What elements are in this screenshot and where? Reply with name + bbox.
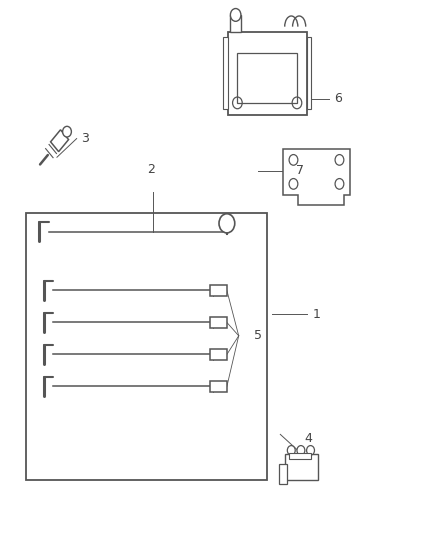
Polygon shape [283,149,350,205]
Circle shape [63,126,71,137]
Polygon shape [51,130,69,151]
Text: 7: 7 [296,164,304,177]
Text: 2: 2 [147,163,155,176]
Text: 6: 6 [334,92,342,105]
Bar [210,317,227,328]
Circle shape [219,214,235,233]
Text: 5: 5 [254,329,262,342]
Bar [210,381,227,392]
Bar [228,32,307,115]
Text: 3: 3 [81,132,89,145]
Circle shape [297,446,305,455]
Text: 1: 1 [313,308,321,321]
Bar [285,454,318,480]
Bar [210,349,227,360]
Text: 4: 4 [304,432,312,445]
Bar [223,37,228,109]
Circle shape [307,446,314,455]
Bar [307,37,311,109]
Circle shape [230,9,241,21]
Bar [237,53,297,103]
Circle shape [287,446,295,455]
Bar [289,453,311,459]
Bar [210,285,227,296]
Bar [230,15,241,32]
Bar [26,213,267,480]
Bar [279,464,287,484]
